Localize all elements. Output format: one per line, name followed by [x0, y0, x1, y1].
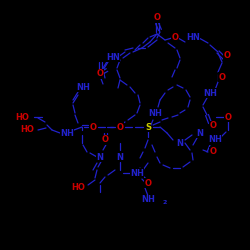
Text: O: O	[172, 34, 178, 42]
Text: O: O	[102, 136, 108, 144]
Text: O: O	[218, 72, 226, 82]
Text: NH: NH	[208, 136, 222, 144]
Text: O: O	[90, 122, 96, 132]
Text: NH: NH	[76, 82, 90, 92]
Text: O: O	[210, 148, 216, 156]
Text: O: O	[144, 178, 152, 188]
Text: HN: HN	[106, 52, 120, 62]
Text: HO: HO	[71, 182, 85, 192]
Text: N: N	[176, 138, 184, 147]
Text: O: O	[224, 112, 232, 122]
Text: NH: NH	[148, 108, 162, 118]
Text: NH: NH	[203, 88, 217, 98]
Text: O: O	[154, 14, 160, 22]
Text: S: S	[145, 122, 151, 132]
Text: NH: NH	[141, 196, 155, 204]
Text: O: O	[96, 70, 103, 78]
Text: O: O	[224, 52, 230, 60]
Text: HO: HO	[15, 112, 29, 122]
Text: O: O	[210, 122, 216, 130]
Text: HO: HO	[20, 126, 34, 134]
Text: O: O	[116, 122, 123, 132]
Text: N: N	[96, 152, 103, 162]
Text: 2: 2	[163, 200, 167, 205]
Text: N: N	[196, 128, 203, 138]
Text: NH: NH	[130, 168, 144, 177]
Text: HN: HN	[186, 34, 200, 42]
Text: N: N	[116, 152, 123, 162]
Text: NH: NH	[60, 128, 74, 138]
